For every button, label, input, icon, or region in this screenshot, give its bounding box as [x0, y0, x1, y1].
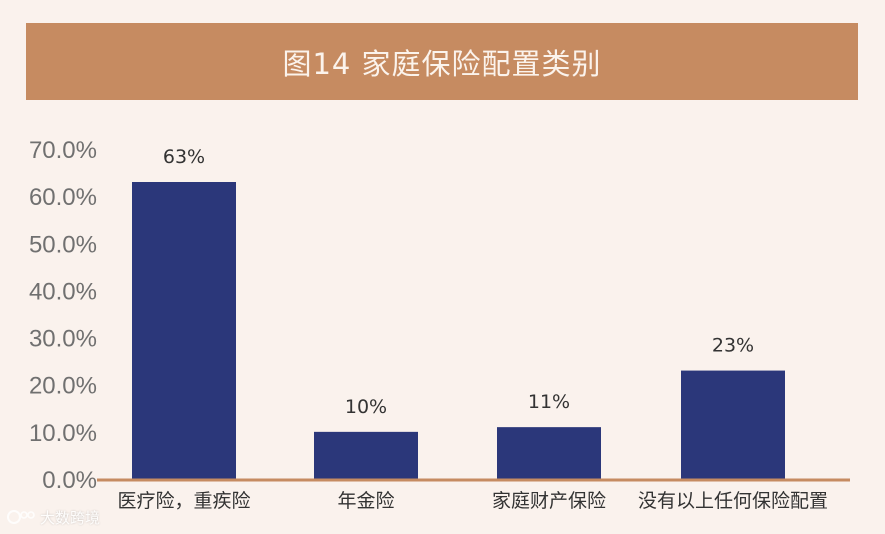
x-tick-label: 家庭财产保险 — [492, 490, 606, 512]
y-tick-label: 60.0% — [29, 184, 97, 211]
x-tick-label: 医疗险，重疾险 — [117, 490, 250, 512]
y-tick-label: 40.0% — [29, 278, 97, 305]
data-label: 63% — [163, 146, 205, 168]
data-label: 11% — [528, 391, 570, 413]
watermark-text: 大数跨境 — [40, 508, 101, 527]
watermark: 大数跨境 — [6, 504, 100, 530]
watermark-logo-icon — [7, 510, 35, 524]
y-tick-label: 50.0% — [29, 231, 97, 258]
bar — [132, 182, 236, 479]
data-label: 23% — [712, 335, 754, 357]
y-tick-label: 70.0% — [29, 137, 97, 164]
bar — [681, 370, 785, 479]
x-tick-label: 年金险 — [337, 490, 394, 512]
y-tick-label: 20.0% — [29, 373, 97, 400]
y-tick-label: 10.0% — [29, 420, 97, 447]
bar — [497, 427, 601, 479]
x-tick-label: 没有以上任何保险配置 — [638, 490, 828, 512]
chart-title-banner: 图14 家庭保险配置类别 — [26, 23, 858, 100]
y-tick-label: 30.0% — [29, 326, 97, 353]
chart-title: 图14 家庭保险配置类别 — [282, 46, 602, 81]
data-label: 10% — [345, 396, 387, 418]
bar — [314, 431, 418, 479]
y-tick-label: 0.0% — [42, 467, 97, 494]
